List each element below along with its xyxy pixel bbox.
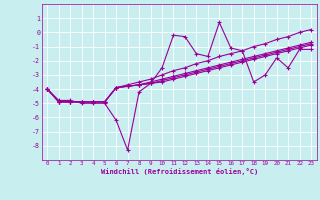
X-axis label: Windchill (Refroidissement éolien,°C): Windchill (Refroidissement éolien,°C)	[100, 168, 258, 175]
